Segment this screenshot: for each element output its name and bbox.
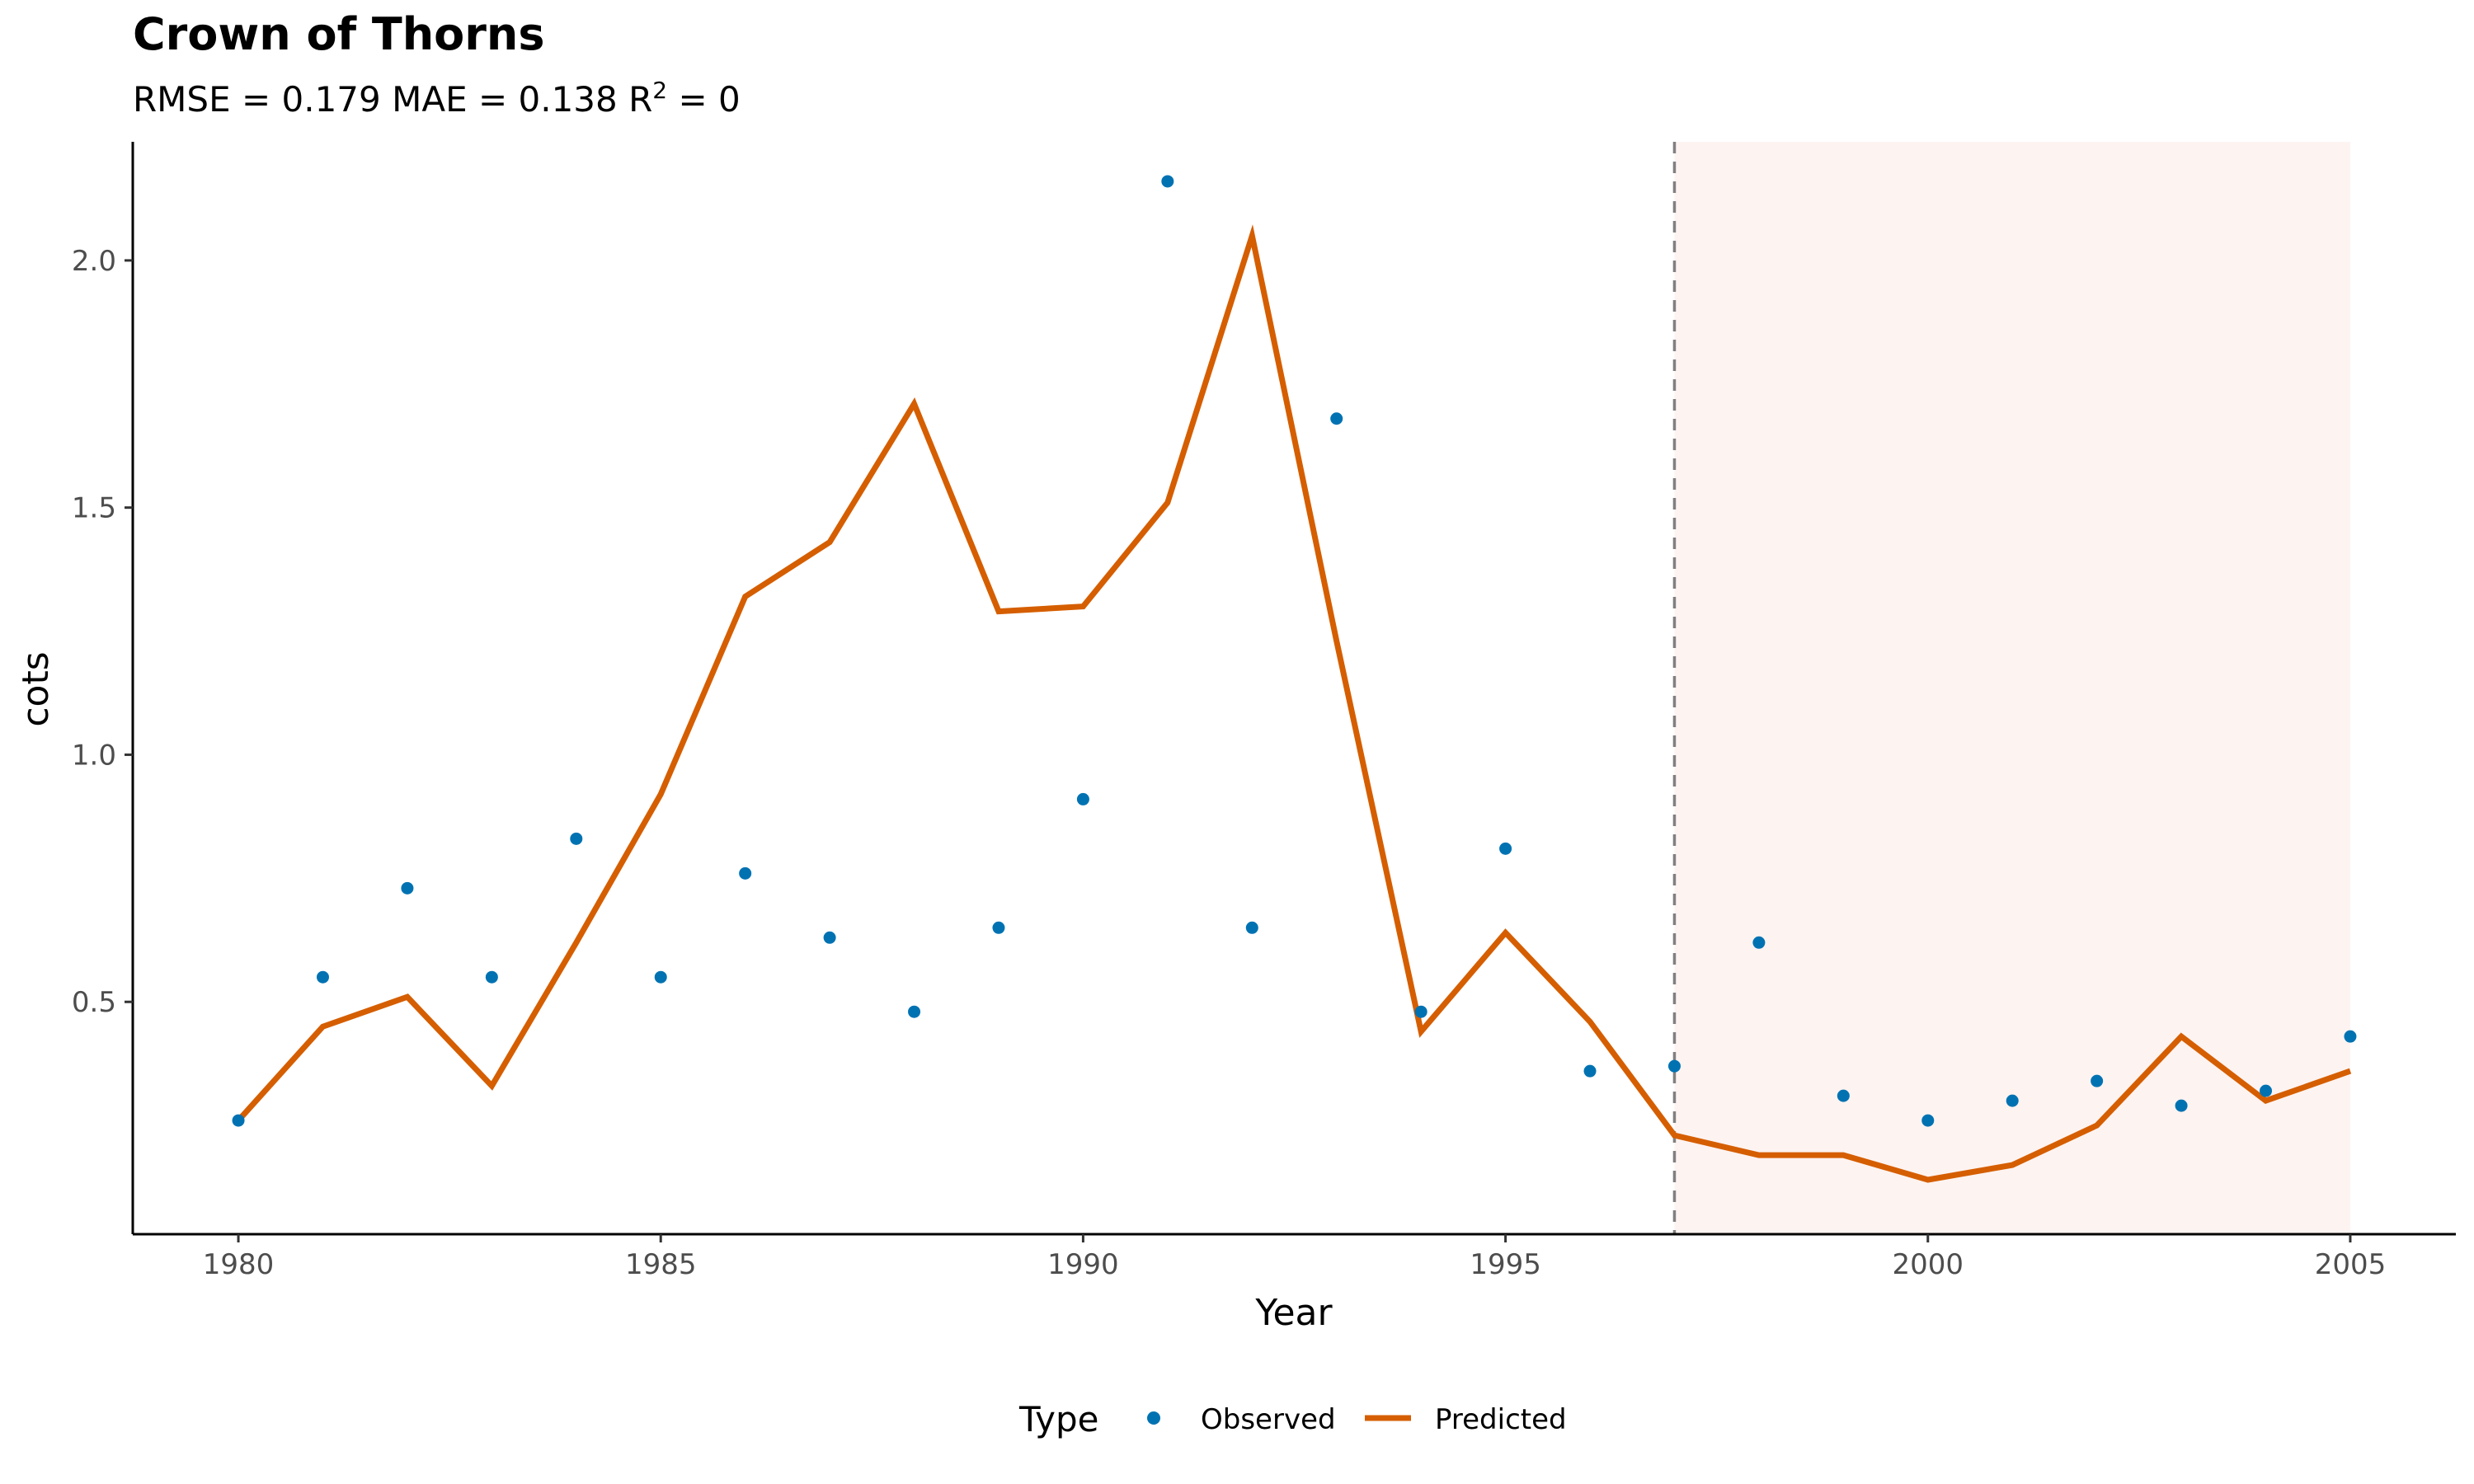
observed-point bbox=[739, 866, 752, 880]
observed-point bbox=[1752, 936, 1766, 949]
subtitle-text: RMSE = 0.179 MAE = 0.138 R bbox=[133, 79, 652, 120]
observed-point bbox=[232, 1114, 245, 1127]
observed-point bbox=[1076, 792, 1089, 805]
observed-point bbox=[401, 881, 414, 895]
x-tick-label: 2000 bbox=[1893, 1248, 1964, 1281]
observed-point bbox=[1667, 1059, 1681, 1073]
chart-subtitle: RMSE = 0.179 MAE = 0.138 R2 = 0 bbox=[133, 77, 741, 120]
y-tick-label: 0.5 bbox=[72, 986, 116, 1019]
predicted-line-layer bbox=[236, 224, 2352, 1183]
observed-point bbox=[485, 970, 498, 984]
y-tick-label: 1.0 bbox=[72, 739, 116, 772]
observed-point bbox=[1499, 842, 1512, 855]
predicted-series-line bbox=[236, 224, 2352, 1183]
observed-point bbox=[2344, 1030, 2357, 1043]
x-tick-label: 1995 bbox=[1470, 1248, 1541, 1281]
y-tick-label: 1.5 bbox=[72, 492, 116, 525]
observed-point bbox=[1161, 175, 1174, 188]
x-tick-label: 1990 bbox=[1047, 1248, 1119, 1281]
observed-point bbox=[570, 832, 583, 845]
forecast-layer bbox=[1672, 142, 2350, 1234]
observed-point bbox=[823, 931, 836, 944]
tick-labels-layer: 1980 1985 1990 1995 2000 2005 0.5 1.0 1.5 2.0 bbox=[72, 245, 2386, 1281]
observed-point bbox=[1583, 1064, 1597, 1078]
subtitle-text-after: = 0 bbox=[667, 79, 741, 120]
y-axis-title: cots bbox=[15, 651, 57, 726]
observed-point bbox=[908, 1005, 921, 1018]
legend-label-observed: Observed bbox=[1201, 1403, 1336, 1436]
subtitle-superscript: 2 bbox=[652, 77, 667, 104]
observed-point bbox=[2006, 1094, 2019, 1107]
x-tick-label: 2005 bbox=[2315, 1248, 2387, 1281]
observed-point bbox=[1330, 412, 1343, 425]
observed-point bbox=[316, 970, 329, 984]
observed-point bbox=[1414, 1005, 1427, 1018]
legend-title: Type bbox=[1018, 1399, 1098, 1439]
x-tick-label: 1985 bbox=[625, 1248, 697, 1281]
legend: Type Observed Predicted bbox=[1018, 1399, 1567, 1439]
observed-point bbox=[1921, 1114, 1935, 1127]
observed-point bbox=[2091, 1074, 2104, 1087]
observed-points-layer bbox=[232, 175, 2357, 1127]
observed-point bbox=[2260, 1084, 2273, 1097]
observed-point bbox=[1837, 1089, 1850, 1102]
observed-point bbox=[654, 970, 667, 984]
observed-point bbox=[992, 921, 1005, 934]
legend-key-observed bbox=[1147, 1411, 1160, 1425]
observed-point bbox=[2175, 1099, 2188, 1112]
forecast-region bbox=[1674, 142, 2350, 1234]
y-tick-label: 2.0 bbox=[72, 245, 116, 278]
legend-label-predicted: Predicted bbox=[1435, 1403, 1567, 1436]
x-axis-title: Year bbox=[1254, 1292, 1333, 1334]
observed-point bbox=[1245, 921, 1258, 934]
axes-layer bbox=[131, 142, 2456, 1236]
chart-title: Crown of Thorns bbox=[133, 8, 544, 60]
x-tick-label: 1980 bbox=[203, 1248, 275, 1281]
